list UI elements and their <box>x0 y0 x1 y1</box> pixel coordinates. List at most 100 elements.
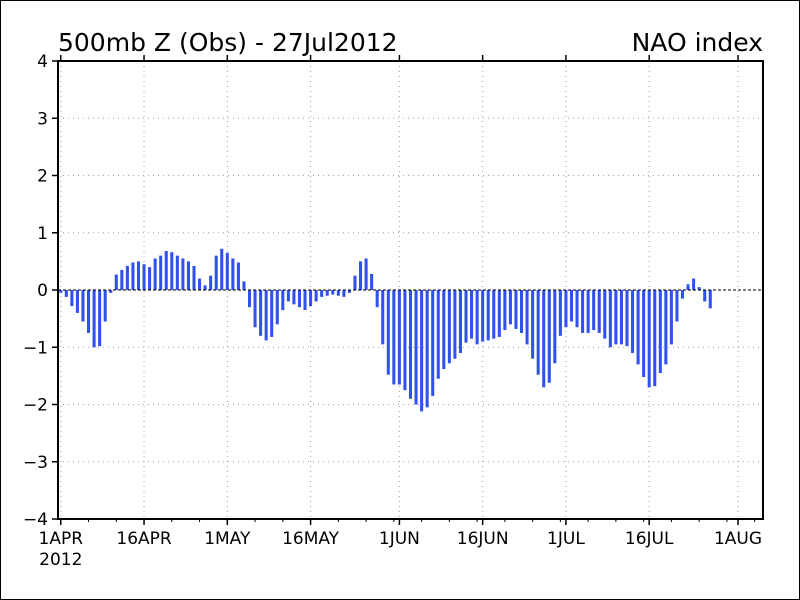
bar <box>497 290 501 337</box>
bar <box>569 290 574 322</box>
bar <box>125 265 129 290</box>
bar <box>653 290 657 387</box>
bar <box>592 290 596 331</box>
bar <box>470 290 474 339</box>
y-tick-label: 3 <box>37 109 48 129</box>
bar <box>664 290 668 365</box>
bar <box>636 290 640 365</box>
bar <box>553 290 557 364</box>
bar <box>508 290 512 325</box>
bar <box>625 290 629 347</box>
bar <box>447 290 451 364</box>
bar <box>431 290 435 396</box>
bar <box>680 290 685 299</box>
bar <box>303 290 307 311</box>
bar <box>514 290 518 329</box>
bar <box>408 290 413 399</box>
bar <box>414 290 418 405</box>
x-tick-label: 16JUN <box>457 529 509 549</box>
bar <box>392 290 396 385</box>
x-tick-label: 1MAY <box>204 529 251 549</box>
bar <box>331 290 335 295</box>
bar <box>397 290 401 385</box>
bar <box>109 290 113 293</box>
bars-group <box>59 248 712 412</box>
bar <box>186 261 190 291</box>
bar <box>148 267 152 290</box>
y-tick-label: 2 <box>37 167 48 187</box>
bar <box>264 290 268 341</box>
bar <box>481 290 485 342</box>
bar <box>120 269 124 290</box>
bar <box>192 265 196 290</box>
bar <box>114 274 118 290</box>
x-tick-label: 1APR <box>39 529 84 549</box>
bar <box>270 290 274 337</box>
bar <box>75 290 79 313</box>
bar <box>87 290 91 333</box>
bar <box>708 290 712 309</box>
bar <box>675 290 679 322</box>
bar <box>542 290 546 388</box>
bar <box>336 290 340 296</box>
bar <box>198 278 202 290</box>
chart-subtitle: NAO index <box>632 28 763 57</box>
bar <box>619 290 623 345</box>
x-tick-label: 1JUN <box>379 529 420 549</box>
bar <box>220 248 224 290</box>
bar <box>181 258 185 290</box>
bar <box>92 290 96 348</box>
bar <box>442 290 446 369</box>
bar <box>103 290 107 322</box>
bar <box>458 290 462 353</box>
bar <box>225 252 229 290</box>
bar <box>214 255 218 290</box>
bar <box>275 290 279 325</box>
bar <box>98 290 102 347</box>
bar <box>425 290 429 408</box>
bar <box>136 261 141 291</box>
bar <box>492 290 496 339</box>
bar <box>242 281 246 290</box>
bar <box>436 290 440 379</box>
bar <box>525 290 529 345</box>
bar <box>647 290 651 388</box>
bar <box>81 290 85 322</box>
y-tick-label: 0 <box>37 281 48 301</box>
bar <box>370 273 374 290</box>
plot-border <box>57 60 764 520</box>
bar <box>259 290 263 336</box>
bar <box>236 262 240 290</box>
bar <box>231 258 235 290</box>
x-tick-label: 1JUL <box>547 529 585 549</box>
bar <box>164 251 168 290</box>
y-tick-label: 4 <box>37 52 48 72</box>
bar <box>475 290 479 345</box>
bar <box>320 290 324 297</box>
bar <box>325 290 329 296</box>
bar <box>547 290 551 383</box>
chart-title: 500mb Z (Obs) - 27Jul2012 <box>58 28 398 57</box>
y-tick-label: 1 <box>37 224 48 244</box>
bar <box>692 278 696 290</box>
bar <box>170 252 174 290</box>
bar <box>420 290 424 412</box>
bar <box>642 290 646 378</box>
bar <box>247 290 252 308</box>
bar <box>131 262 135 290</box>
bar <box>614 290 618 345</box>
x-tick-sublabel: 2012 <box>39 550 82 570</box>
bar <box>575 290 579 328</box>
bar <box>381 290 385 345</box>
bar <box>253 290 257 328</box>
bar <box>403 290 407 391</box>
x-tick-label: 1AUG <box>714 529 762 549</box>
bar <box>564 290 568 328</box>
bar <box>159 255 163 290</box>
bar <box>464 290 468 343</box>
bar <box>581 290 585 333</box>
x-tick-label: 16JUL <box>625 529 674 549</box>
bar <box>364 258 368 290</box>
bar <box>603 290 607 339</box>
